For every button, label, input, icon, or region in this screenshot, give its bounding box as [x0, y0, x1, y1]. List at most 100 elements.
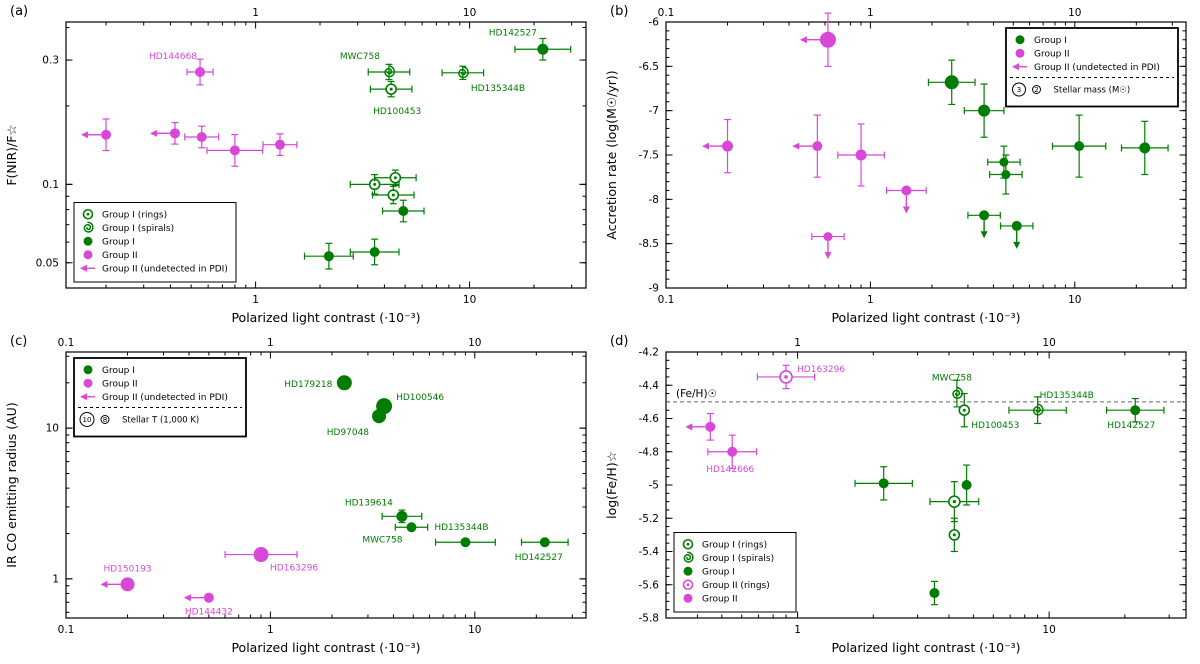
x-tick-label-top: 0.1: [658, 7, 675, 19]
size-legend-value: 10: [83, 416, 92, 424]
plot-frame: [65, 351, 587, 619]
arrowhead-left-icon: [702, 142, 710, 150]
marker-filled-circle: [196, 131, 207, 142]
point-label: HD144668: [149, 52, 197, 62]
point-label: HD142527: [515, 553, 563, 563]
y-axis-title: log(Fe/H)☆: [604, 451, 619, 519]
legend-entry-label: Group II: [102, 251, 138, 261]
marker-filled-circle: [460, 537, 471, 548]
marker-filled-circle: [1015, 48, 1025, 58]
data-point: [149, 121, 180, 145]
arrowhead-left-icon: [183, 594, 191, 602]
legend-entry-label: Group II (undetected in PDI): [1034, 63, 1160, 73]
data-point: [184, 125, 220, 149]
marker-filled-circle: [999, 157, 1009, 167]
legend-entry-label: Group I: [102, 366, 135, 376]
y-tick-label: 10: [46, 423, 59, 435]
x-tick-label: 10: [463, 294, 476, 306]
point-label: HD142527: [1107, 421, 1155, 431]
point-HD142666: HD142666: [706, 434, 758, 475]
y-tick-label: -6.5: [639, 61, 660, 73]
marker-filled-circle: [823, 232, 833, 242]
marker-filled-circle: [83, 378, 93, 388]
x-tick-label: 10: [1042, 624, 1055, 636]
x-axis-title: Polarized light contrast (·10⁻³): [831, 310, 1020, 325]
marker-filled-circle: [253, 547, 269, 563]
marker-filled-circle: [1074, 141, 1085, 152]
marker-filled-circle: [120, 577, 135, 592]
arrowhead-left-icon: [792, 142, 800, 150]
marker-filled-circle: [203, 592, 214, 603]
marker-filled-circle: [819, 31, 836, 48]
data-point: [81, 118, 112, 152]
size-legend-circle: [100, 415, 110, 424]
plot-frame: [65, 21, 587, 289]
legend: Group I (rings) Group I (spirals) Group I G…: [73, 202, 237, 283]
marker-ring-dot: [686, 583, 690, 587]
legend-entry-label: Group II: [102, 379, 138, 389]
size-legend-circle: [79, 412, 95, 427]
point-label: HD100546: [396, 393, 444, 403]
x-tick-label: 10: [468, 624, 481, 636]
point-HD139614: HD139614: [345, 498, 423, 524]
size-legend-value: 8: [103, 416, 107, 424]
marker-filled-circle: [229, 145, 240, 156]
size-legend-value: 2: [1034, 86, 1038, 94]
point-label: HD163296: [797, 365, 845, 375]
data-point: [702, 118, 734, 174]
y-tick-label: 1: [52, 573, 59, 585]
data-point: [929, 481, 980, 523]
point-MWC758: MWC758: [362, 522, 429, 545]
arrowhead-down-icon: [980, 231, 988, 239]
point-label: MWC758: [362, 535, 402, 545]
legend-entry-label: Group I: [102, 237, 135, 247]
marker-ring-dot: [962, 408, 966, 412]
data-point: [371, 185, 415, 205]
arrowhead-down-icon: [1013, 241, 1021, 249]
x-tick-label-top: 1: [252, 7, 259, 19]
point-label: MWC758: [340, 52, 380, 62]
arrowhead-left-icon: [1012, 63, 1019, 71]
y-tick-label: -4.2: [639, 347, 660, 359]
y-tick-label: -7.5: [639, 150, 660, 162]
legend-entry-label: Group I (spirals): [102, 224, 174, 234]
marker-filled-circle: [878, 478, 889, 489]
marker-ring-dot: [952, 533, 956, 537]
marker-spiral: [683, 551, 694, 563]
marker-filled-circle: [398, 206, 409, 217]
panel-letter: (c): [10, 334, 27, 349]
legend-entry-label: Group II (undetected in PDI): [102, 393, 228, 403]
x-tick-label: 1: [267, 624, 274, 636]
marker-filled-circle: [1001, 170, 1011, 180]
y-axis-title: F(NIR)/F☆: [4, 124, 19, 185]
panel-letter: (d): [610, 334, 628, 349]
marker-filled-circle: [978, 104, 991, 117]
point-label: HD179218: [284, 380, 332, 390]
point-HD142527: HD142527: [489, 28, 572, 61]
marker-filled-circle: [855, 149, 867, 161]
legend: Group I (rings) Group I (spirals) Group I G…: [673, 532, 797, 613]
data-point: [929, 580, 940, 606]
x-tick-label: 10: [1068, 294, 1081, 306]
legend-entry-label: Group I (rings): [702, 540, 767, 550]
point-label: HD142527: [489, 28, 537, 38]
marker-filled-circle: [539, 537, 550, 548]
data-point: [303, 242, 354, 270]
y-tick-label: 0.05: [36, 257, 59, 269]
arrowhead-left-icon: [100, 580, 108, 588]
marker-filled-circle: [1130, 405, 1141, 416]
x-tick-label-top: 1: [867, 7, 874, 19]
axes-ticks: 1 1 10 10 0.05 0.1 0.3: [36, 7, 586, 306]
data-point: [885, 185, 927, 214]
arrowhead-left-icon: [80, 393, 87, 401]
point-HD100453: HD100453: [958, 392, 1019, 431]
x-tick-label-top: 10: [1068, 7, 1081, 19]
data-point: [374, 169, 417, 187]
point-HD142527: HD142527: [515, 537, 569, 563]
marker-filled-circle: [722, 140, 734, 152]
marker-filled-circle: [83, 365, 93, 375]
x-axis-title: Polarized light contrast (·10⁻³): [231, 310, 420, 325]
x-tick-label-top: 10: [1042, 337, 1055, 349]
marker-filled-circle: [961, 480, 972, 490]
